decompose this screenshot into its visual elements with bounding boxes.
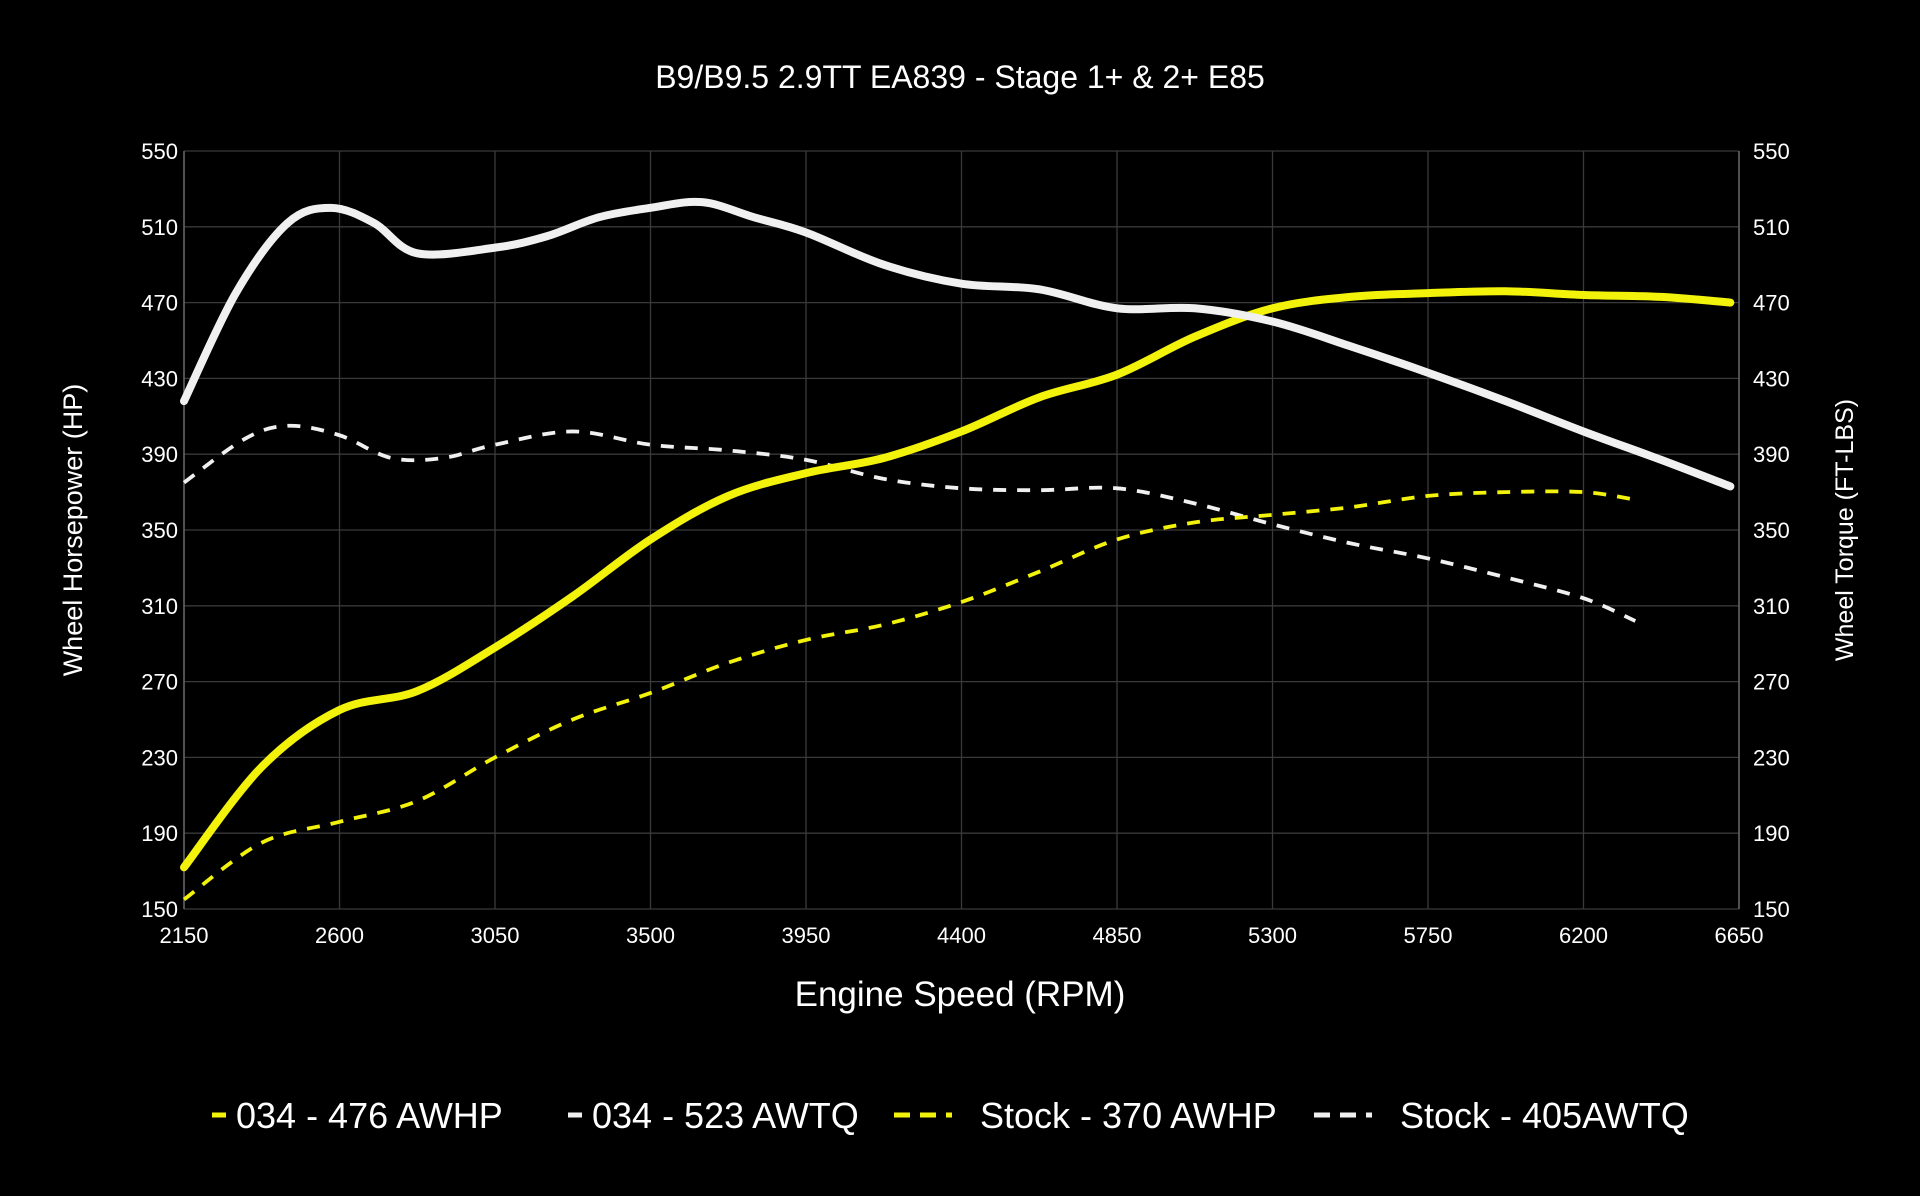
y-tick-label-left: 270 [141, 670, 178, 695]
series-line-stock-370-awhp [182, 489, 1636, 902]
y-tick-label-left: 230 [141, 745, 178, 770]
y-tick-label-right: 230 [1753, 745, 1790, 770]
y-tick-label-right: 310 [1753, 594, 1790, 619]
x-tick-label: 4850 [1093, 923, 1142, 948]
series-line-034-476-awhp [180, 287, 1735, 872]
y-tick-label-right: 150 [1753, 897, 1790, 922]
grid [183, 150, 1740, 910]
x-tick-label: 2150 [160, 923, 209, 948]
y-tick-label-left: 390 [141, 442, 178, 467]
y-tick-label-left: 550 [141, 139, 178, 164]
y-tick-label-right: 390 [1753, 442, 1790, 467]
x-tick-label: 6200 [1559, 923, 1608, 948]
y-tick-label-left: 190 [141, 821, 178, 846]
y-tick-label-right: 430 [1753, 366, 1790, 391]
legend-label: Stock - 370 AWHP [980, 1095, 1277, 1136]
y-tick-label-left: 150 [141, 897, 178, 922]
y-tick-label-right: 350 [1753, 518, 1790, 543]
y-tick-label-right: 190 [1753, 821, 1790, 846]
x-tick-label: 6650 [1715, 923, 1764, 948]
x-tick-label: 3050 [471, 923, 520, 948]
y-tick-label-right: 270 [1753, 670, 1790, 695]
x-tick-label: 4400 [937, 923, 986, 948]
legend-label: 034 - 523 AWTQ [592, 1095, 859, 1136]
legend-label: 034 - 476 AWHP [236, 1095, 503, 1136]
y-tick-label-left: 350 [141, 518, 178, 543]
legend: 034 - 476 AWHP 034 - 523 AWTQ Stock - 370 … [212, 1095, 1689, 1136]
y-tick-label-left: 310 [141, 594, 178, 619]
x-tick-label: 2600 [315, 923, 364, 948]
series-line-stock-405awtq [182, 423, 1637, 623]
x-axis-label: Engine Speed (RPM) [795, 975, 1126, 1014]
y-tick-label-left: 510 [141, 215, 178, 240]
series-lines [180, 197, 1735, 902]
y-tick-label-right: 550 [1753, 139, 1790, 164]
x-tick-label: 5750 [1404, 923, 1453, 948]
y-tick-label-left: 470 [141, 291, 178, 316]
y-tick-label-right: 510 [1753, 215, 1790, 240]
tick-labels: 2150 2600 3050 3500 3950 4400 4850 5300 5750 6200… [141, 139, 1789, 948]
y-tick-label-left: 430 [141, 366, 178, 391]
x-tick-label: 5300 [1248, 923, 1297, 948]
legend-label: Stock - 405AWTQ [1400, 1095, 1689, 1136]
y-axis-label-right: Wheel Torque (FT-LBS) [1831, 399, 1859, 661]
y-axis-label-left: Wheel Horsepower (HP) [58, 384, 88, 677]
x-tick-label: 3950 [782, 923, 831, 948]
y-tick-label-right: 470 [1753, 291, 1790, 316]
x-tick-label: 3500 [626, 923, 675, 948]
series-line-034-523-awtq [180, 197, 1735, 491]
chart-title: B9/B9.5 2.9TT EA839 - Stage 1+ & 2+ E85 [655, 59, 1265, 95]
